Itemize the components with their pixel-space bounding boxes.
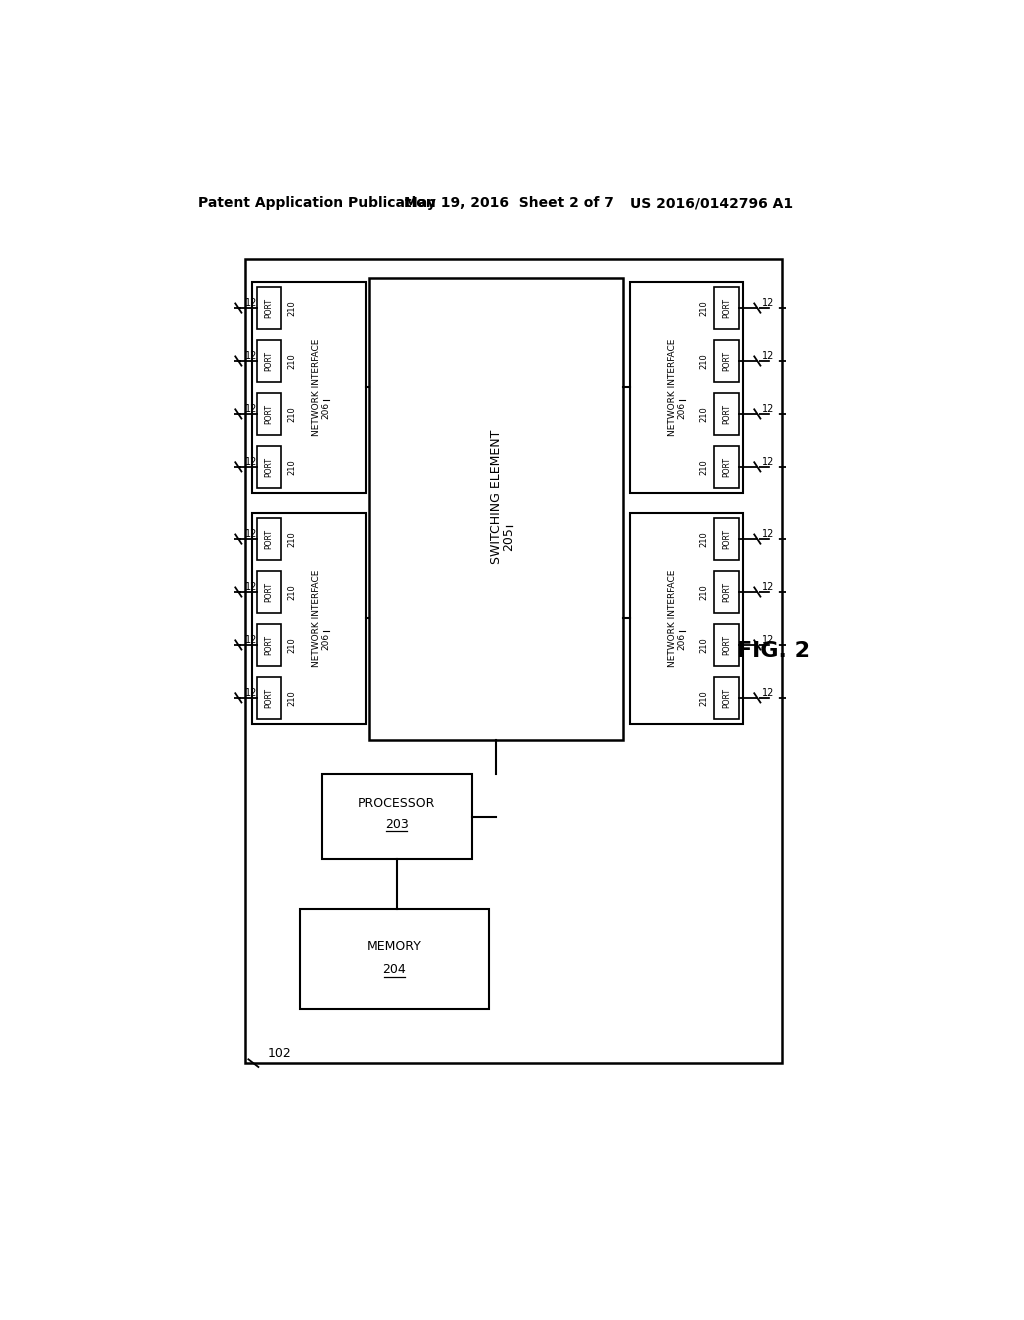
Text: PORT: PORT [722, 529, 731, 549]
Text: 206: 206 [322, 634, 331, 651]
Text: 12: 12 [245, 351, 257, 362]
Text: PORT: PORT [264, 529, 273, 549]
Text: 210: 210 [288, 300, 297, 315]
Bar [630, 512, 743, 725]
Bar [714, 393, 739, 436]
Text: PORT: PORT [264, 404, 273, 424]
Bar [257, 570, 282, 614]
Text: 12: 12 [245, 688, 257, 698]
Bar [257, 517, 282, 560]
Bar [257, 393, 282, 436]
Text: NETWORK INTERFACE: NETWORK INTERFACE [668, 570, 677, 667]
Text: 12: 12 [762, 457, 774, 467]
Text: 12: 12 [245, 298, 257, 309]
Bar [370, 277, 624, 739]
Text: 206: 206 [678, 634, 686, 651]
Bar [322, 775, 472, 859]
Bar [714, 286, 739, 329]
Text: 210: 210 [699, 690, 708, 706]
Text: 12: 12 [245, 582, 257, 593]
Text: 210: 210 [288, 531, 297, 546]
Text: PORT: PORT [264, 582, 273, 602]
Text: PORT: PORT [722, 404, 731, 424]
Text: 12: 12 [762, 529, 774, 540]
Text: PORT: PORT [722, 688, 731, 708]
Text: PORT: PORT [722, 582, 731, 602]
Bar [245, 259, 782, 1063]
Text: 12: 12 [245, 529, 257, 540]
Bar [257, 339, 282, 383]
Bar [257, 446, 282, 488]
Text: 203: 203 [385, 818, 409, 832]
Text: 210: 210 [288, 354, 297, 368]
Text: NETWORK INTERFACE: NETWORK INTERFACE [312, 339, 322, 436]
Text: 206: 206 [678, 403, 686, 420]
Text: 210: 210 [699, 300, 708, 315]
Text: 210: 210 [699, 585, 708, 599]
Text: May 19, 2016  Sheet 2 of 7: May 19, 2016 Sheet 2 of 7 [403, 197, 613, 210]
Text: 210: 210 [699, 459, 708, 475]
Text: PORT: PORT [264, 688, 273, 708]
Text: MEMORY: MEMORY [367, 940, 422, 953]
Text: 204: 204 [382, 962, 407, 975]
Text: 12: 12 [245, 404, 257, 414]
Text: 12: 12 [762, 351, 774, 362]
Text: 206: 206 [322, 403, 331, 420]
Text: US 2016/0142796 A1: US 2016/0142796 A1 [630, 197, 793, 210]
Bar [257, 677, 282, 719]
Text: NETWORK INTERFACE: NETWORK INTERFACE [668, 339, 677, 436]
Text: 12: 12 [762, 404, 774, 414]
Text: 12: 12 [762, 635, 774, 645]
Bar [714, 570, 739, 614]
Text: PROCESSOR: PROCESSOR [358, 797, 435, 810]
Bar [257, 624, 282, 667]
Text: 210: 210 [288, 407, 297, 422]
Text: FIG. 2: FIG. 2 [737, 642, 810, 661]
Text: 210: 210 [288, 690, 297, 706]
Bar [714, 624, 739, 667]
Text: PORT: PORT [264, 298, 273, 318]
Text: 210: 210 [288, 459, 297, 475]
Bar [714, 677, 739, 719]
Text: PORT: PORT [722, 635, 731, 655]
Text: 12: 12 [762, 298, 774, 309]
Text: 210: 210 [699, 354, 708, 368]
Text: 12: 12 [245, 635, 257, 645]
Text: PORT: PORT [722, 298, 731, 318]
Text: 102: 102 [267, 1047, 292, 1060]
Text: 210: 210 [288, 585, 297, 599]
Bar [257, 286, 282, 329]
Text: 210: 210 [699, 531, 708, 546]
Bar [630, 281, 743, 494]
Text: 210: 210 [288, 638, 297, 653]
Bar [252, 281, 367, 494]
Text: SWITCHING ELEMENT: SWITCHING ELEMENT [489, 430, 503, 565]
Text: 210: 210 [699, 638, 708, 653]
Bar [714, 517, 739, 560]
Text: Patent Application Publication: Patent Application Publication [199, 197, 436, 210]
Text: 205: 205 [502, 528, 515, 552]
Text: 12: 12 [762, 582, 774, 593]
Bar [300, 909, 488, 1010]
Bar [714, 339, 739, 383]
Bar [252, 512, 367, 725]
Bar [714, 446, 739, 488]
Text: PORT: PORT [264, 457, 273, 477]
Text: 210: 210 [699, 407, 708, 422]
Text: 12: 12 [245, 457, 257, 467]
Text: PORT: PORT [722, 457, 731, 477]
Text: NETWORK INTERFACE: NETWORK INTERFACE [312, 570, 322, 667]
Text: PORT: PORT [722, 351, 731, 371]
Text: 12: 12 [762, 688, 774, 698]
Text: PORT: PORT [264, 351, 273, 371]
Text: PORT: PORT [264, 635, 273, 655]
